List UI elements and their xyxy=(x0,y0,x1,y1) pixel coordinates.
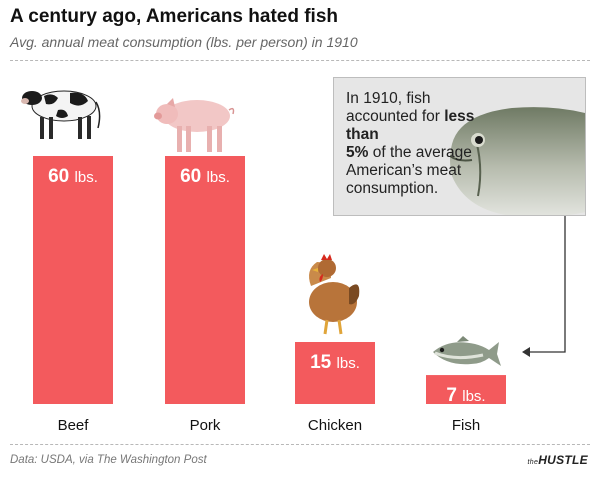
fish-large-icon xyxy=(449,107,585,215)
chart-title: A century ago, Americans hated fish xyxy=(10,6,339,27)
value-label-beef: 60 lbs. xyxy=(48,166,98,187)
bar-beef xyxy=(33,156,113,404)
category-label-beef: Beef xyxy=(58,417,90,434)
pig-icon xyxy=(154,98,235,152)
callout-arrow xyxy=(522,216,566,357)
cow-icon xyxy=(21,90,101,139)
bar-pork xyxy=(165,156,245,404)
callout-highlight-2: 5% xyxy=(346,144,369,161)
value-label-pork: 60 lbs. xyxy=(180,166,230,187)
chart-subtitle: Avg. annual meat consumption (lbs. per p… xyxy=(10,34,358,50)
bar-fish xyxy=(426,375,506,404)
bar-chicken xyxy=(295,342,375,404)
top-divider xyxy=(10,60,590,61)
chicken-icon xyxy=(309,254,360,335)
category-label-pork: Pork xyxy=(190,417,221,434)
value-label-chicken: 15 lbs. xyxy=(310,352,360,373)
category-label-chicken: Chicken xyxy=(308,417,362,434)
value-label-fish: 7 lbs. xyxy=(446,385,485,406)
callout-text: In 1910, fish accounted for less than 5% … xyxy=(346,90,475,197)
callout-highlight-1: less than xyxy=(346,108,475,143)
callout-box: In 1910, fish accounted for less than 5% … xyxy=(333,77,586,216)
bottom-divider xyxy=(10,444,590,445)
source-note: Data: USDA, via The Washington Post xyxy=(10,454,207,466)
fish-icon xyxy=(433,336,501,366)
category-label-fish: Fish xyxy=(452,417,480,434)
brand-logo: theHUSTLE xyxy=(527,453,588,467)
